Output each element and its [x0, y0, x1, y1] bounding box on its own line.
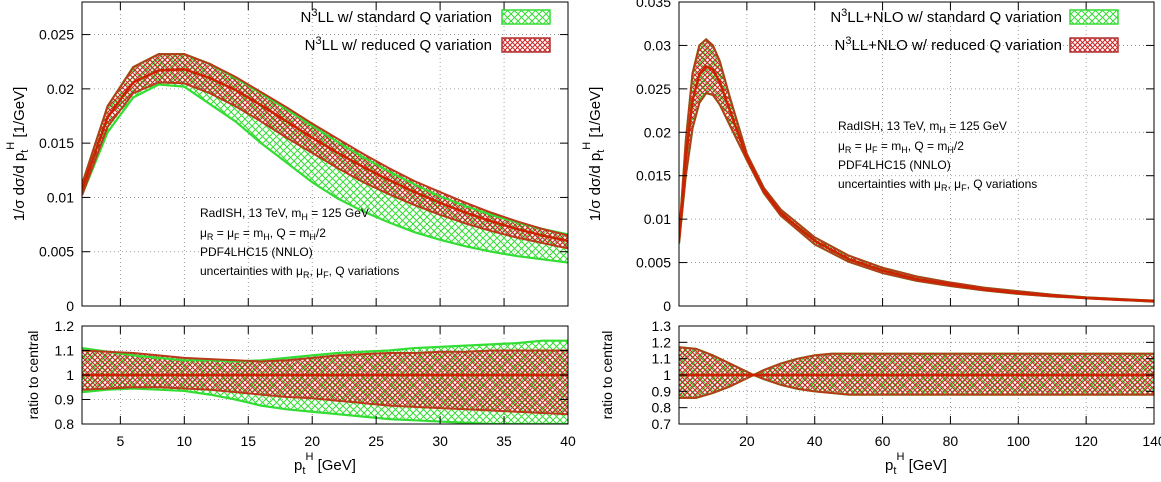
annotation-line-4: uncertainties with μR, μF, Q variations	[200, 264, 399, 280]
x-tick-label: 25	[368, 433, 384, 449]
y-tick-label: 1.2	[55, 318, 75, 334]
y-tick-label: 1	[663, 367, 671, 383]
x-tick-label: 40	[560, 433, 576, 449]
y-tick-label: 0.8	[55, 416, 75, 432]
left-main-frame	[81, 1, 569, 307]
right-x-axis-label: ptH [GeV]	[885, 451, 947, 477]
reduced-band-upper-edge	[679, 346, 1154, 377]
x-tick-label: 30	[432, 433, 448, 449]
left-ratio-frame	[81, 325, 569, 425]
x-tick-label: 15	[240, 433, 256, 449]
y-tick-label: 0.015	[636, 168, 671, 184]
annotation-line-2: μR = μF = mH, Q = mH/2	[200, 226, 326, 242]
right-ratio-panel: 0.70.80.911.11.21.3 20 40 60 80 100 120 140 rat…	[599, 318, 1161, 477]
x-tick-label: 120	[1074, 433, 1098, 449]
y-tick-label: 0.035	[636, 0, 671, 10]
left-main-panel: 0 0.005 0.01 0.015 0.02 0.025 1/σ dσ/d ptH [1…	[5, 1, 569, 314]
y-tick-label: 0.005	[636, 255, 671, 271]
reduced-band-lower-edge	[679, 373, 1154, 399]
standard-band-lower-edge	[82, 83, 568, 264]
legend-label-standard: N3LL+NLO w/ standard Q variation	[830, 7, 1062, 26]
reduced-band-upper-edge	[82, 53, 568, 237]
y-tick-label: 0.8	[652, 400, 672, 416]
right-main-annotation: RadISH, 13 TeV, mH = 125 GeV μR = μF = m…	[838, 119, 1037, 193]
x-tick-label: 20	[304, 433, 320, 449]
reduced-band-upper-edge	[82, 349, 568, 363]
y-tick-label: 0	[663, 298, 671, 314]
right-main-y-axis-label: 1/σ dσ/d ptH [1/GeV]	[581, 87, 607, 222]
annotation-line-3: PDF4LHC15 (NNLO)	[200, 245, 313, 259]
y-tick-label: 0.025	[39, 27, 74, 43]
y-tick-label: 0.9	[652, 383, 672, 399]
left-main-annotation: RadISH, 13 TeV, mH = 125 GeV μR = μF = m…	[200, 206, 399, 280]
x-tick-label: 20	[739, 433, 755, 449]
y-tick-label: 0.9	[55, 392, 75, 408]
y-tick-label: 0.025	[636, 81, 671, 97]
left-ratio-panel: 0.8 0.9 1 1.1 1.2 5 10 15 20 25 30 35 40 ratio to ce…	[25, 318, 576, 477]
legend-swatch-standard	[501, 9, 551, 25]
annotation-line-2: μR = μF = mH, Q = mH/2	[838, 139, 964, 155]
right-main-panel: 0 0.005 0.01 0.015 0.02 0.025 0.03 0.035 1/σ dσ…	[581, 0, 1155, 314]
annotation-line-1: RadISH, 13 TeV, mH = 125 GeV	[200, 206, 369, 222]
reduced-band-lower-edge	[82, 386, 568, 416]
y-tick-label: 1.2	[652, 334, 672, 350]
legend-swatch-reduced	[501, 37, 551, 53]
left-main-y-axis-label: 1/σ dσ/d ptH [1/GeV]	[5, 87, 31, 222]
y-tick-label: 0.03	[644, 37, 671, 53]
y-tick-label: 0.7	[652, 416, 672, 432]
central-line	[82, 68, 568, 243]
reduced-variation-band	[82, 350, 568, 415]
y-tick-label: 0.015	[39, 135, 74, 151]
legend-label-standard: N3LL w/ standard Q variation	[300, 7, 492, 26]
right-ratio-y-axis-label: ratio to central	[599, 331, 615, 420]
x-tick-label: 80	[943, 433, 959, 449]
y-tick-label: 1.1	[652, 351, 672, 367]
right-ratio-frame	[678, 325, 1155, 425]
reduced-band-lower-edge	[82, 81, 568, 250]
y-tick-label: 0	[66, 298, 74, 314]
x-tick-label: 100	[1007, 433, 1031, 449]
x-tick-label: 140	[1142, 433, 1161, 449]
annotation-line-4: uncertainties with μR, μF, Q variations	[838, 177, 1037, 193]
annotation-line-1: RadISH, 13 TeV, mH = 125 GeV	[838, 119, 1007, 135]
legend-label-reduced: N3LL w/ reduced Q variation	[305, 35, 492, 54]
y-tick-label: 0.02	[47, 81, 74, 97]
y-tick-label: 0.005	[39, 244, 74, 260]
legend-swatch-reduced	[1069, 37, 1119, 53]
x-tick-label: 60	[875, 433, 891, 449]
right-main-legend: N3LL+NLO w/ standard Q variation N3LL+NL…	[830, 7, 1119, 54]
legend-swatch-standard	[1069, 9, 1119, 25]
y-tick-label: 0.01	[47, 189, 74, 205]
central-line	[679, 64, 1154, 303]
left-ratio-y-axis-label: ratio to central	[25, 331, 41, 420]
reduced-band-upper-edge	[679, 38, 1154, 302]
y-tick-label: 1	[66, 367, 74, 383]
y-tick-label: 0.01	[644, 211, 671, 227]
left-x-axis-label: ptH [GeV]	[294, 451, 356, 477]
x-tick-label: 35	[496, 433, 512, 449]
left-main-legend: N3LL w/ standard Q variation N3LL w/ red…	[300, 7, 551, 54]
right-main-frame	[678, 1, 1155, 307]
y-tick-label: 0.02	[644, 124, 671, 140]
annotation-line-3: PDF4LHC15 (NNLO)	[838, 158, 951, 172]
y-tick-label: 1.1	[55, 343, 75, 359]
reduced-variation-band	[679, 347, 1154, 398]
standard-band-upper-edge	[82, 339, 568, 363]
x-tick-label: 10	[177, 433, 193, 449]
y-tick-label: 1.3	[652, 318, 672, 334]
x-tick-label: 40	[807, 433, 823, 449]
x-tick-label: 5	[116, 433, 124, 449]
legend-label-reduced: N3LL+NLO w/ reduced Q variation	[835, 35, 1063, 54]
